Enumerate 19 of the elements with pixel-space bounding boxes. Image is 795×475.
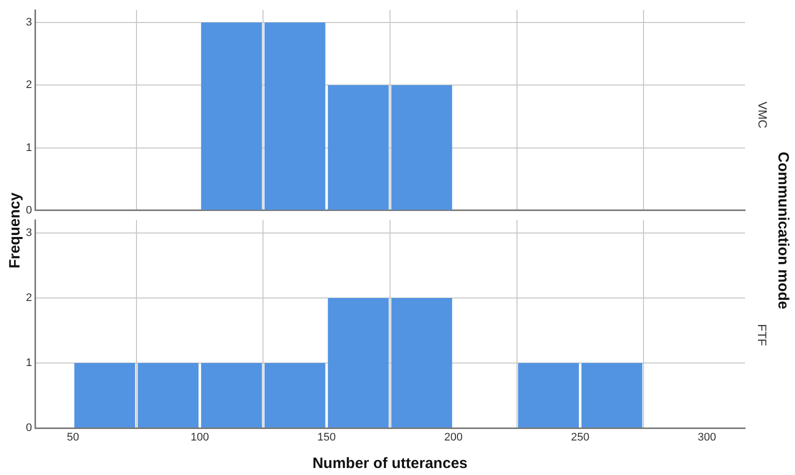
x-tick-label: 300 xyxy=(698,432,716,444)
y-tick-label: 2 xyxy=(26,292,32,304)
y-tick-label: 0 xyxy=(26,204,32,216)
text: FTF xyxy=(755,324,769,346)
y-tick-label: 3 xyxy=(26,227,32,240)
y-axis-title: Frequency xyxy=(6,192,24,268)
x-tick-label: 100 xyxy=(190,432,209,444)
text: Communication mode xyxy=(774,151,792,309)
x-tick-label: 200 xyxy=(444,432,463,444)
y-tick-label: 1 xyxy=(26,142,32,154)
text: VMC xyxy=(755,102,770,128)
y-tick-label: 3 xyxy=(26,16,32,29)
x-axis-title: Number of utterances xyxy=(311,455,469,472)
x-tick-label: 250 xyxy=(571,432,590,444)
y-tick-label: 2 xyxy=(26,79,32,92)
y-tick-label: 1 xyxy=(26,357,32,370)
x-tick-label: 50 xyxy=(66,432,80,444)
x-tick-label: 150 xyxy=(317,432,336,444)
y-tick-label: 0 xyxy=(26,422,32,434)
